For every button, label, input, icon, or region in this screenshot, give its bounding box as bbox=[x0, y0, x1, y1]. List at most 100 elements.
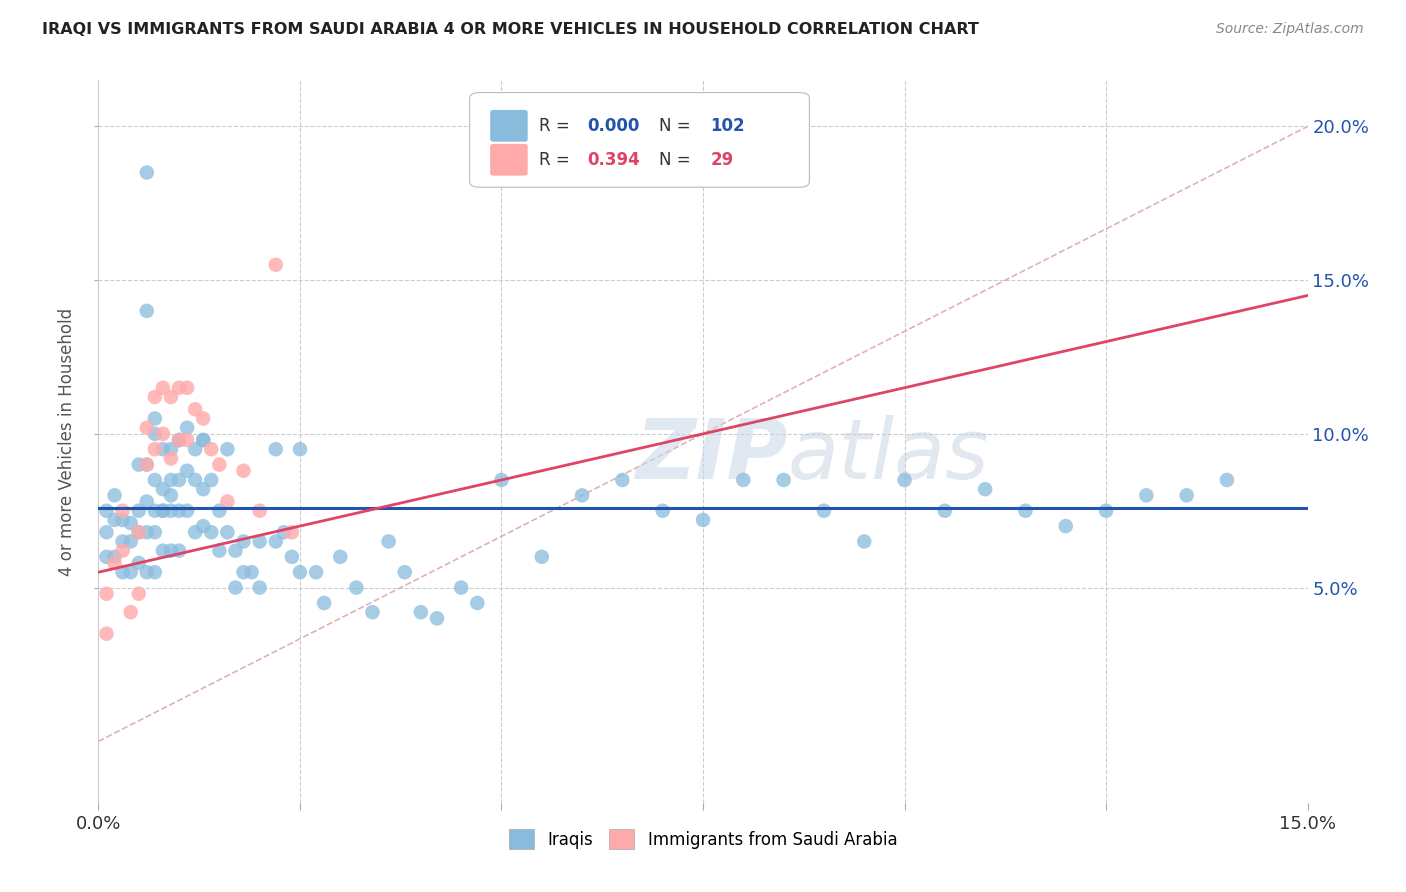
Point bbox=[530, 549, 553, 564]
Point bbox=[103, 513, 125, 527]
Point bbox=[167, 433, 190, 447]
Point bbox=[143, 442, 166, 457]
Point bbox=[264, 258, 287, 272]
Point bbox=[184, 473, 207, 487]
Point bbox=[167, 473, 190, 487]
Point bbox=[167, 504, 190, 518]
Point bbox=[193, 433, 215, 447]
Point bbox=[96, 587, 118, 601]
Point bbox=[224, 543, 246, 558]
Point bbox=[176, 504, 198, 518]
Point bbox=[135, 165, 157, 179]
Point bbox=[651, 504, 673, 518]
Point bbox=[160, 451, 183, 466]
Point bbox=[934, 504, 956, 518]
Point bbox=[135, 494, 157, 508]
Point bbox=[128, 525, 150, 540]
Point bbox=[120, 565, 142, 579]
Point bbox=[249, 581, 271, 595]
Point bbox=[111, 504, 134, 518]
Point bbox=[377, 534, 399, 549]
Point bbox=[111, 534, 134, 549]
Text: 0.000: 0.000 bbox=[586, 117, 640, 135]
Point bbox=[103, 549, 125, 564]
Point bbox=[96, 626, 118, 640]
Point bbox=[152, 543, 174, 558]
Point bbox=[288, 442, 311, 457]
Point bbox=[176, 381, 198, 395]
Point bbox=[974, 482, 997, 496]
Text: Source: ZipAtlas.com: Source: ZipAtlas.com bbox=[1216, 22, 1364, 37]
Point bbox=[232, 534, 254, 549]
Point bbox=[167, 543, 190, 558]
Point bbox=[288, 565, 311, 579]
Point bbox=[426, 611, 449, 625]
Text: 102: 102 bbox=[710, 117, 745, 135]
Legend: Iraqis, Immigrants from Saudi Arabia: Iraqis, Immigrants from Saudi Arabia bbox=[502, 822, 904, 856]
Point bbox=[167, 433, 190, 447]
Text: 29: 29 bbox=[710, 151, 734, 169]
Point bbox=[193, 482, 215, 496]
Point bbox=[152, 482, 174, 496]
Point bbox=[249, 504, 271, 518]
Point bbox=[893, 473, 915, 487]
Point bbox=[184, 442, 207, 457]
Point bbox=[143, 504, 166, 518]
Point bbox=[329, 549, 352, 564]
Point bbox=[344, 581, 367, 595]
Point bbox=[135, 525, 157, 540]
Point bbox=[1095, 504, 1118, 518]
Point bbox=[135, 565, 157, 579]
Point bbox=[217, 442, 239, 457]
Point bbox=[176, 420, 198, 434]
Point bbox=[120, 605, 142, 619]
Point bbox=[249, 534, 271, 549]
Point bbox=[128, 504, 150, 518]
Point bbox=[1054, 519, 1077, 533]
Point bbox=[128, 556, 150, 570]
Point bbox=[152, 504, 174, 518]
Point bbox=[772, 473, 794, 487]
Point bbox=[184, 402, 207, 417]
Text: R =: R = bbox=[538, 151, 575, 169]
Point bbox=[232, 565, 254, 579]
Point bbox=[200, 525, 222, 540]
Point bbox=[1175, 488, 1198, 502]
Point bbox=[208, 504, 231, 518]
Point bbox=[143, 565, 166, 579]
Y-axis label: 4 or more Vehicles in Household: 4 or more Vehicles in Household bbox=[58, 308, 76, 575]
Point bbox=[111, 513, 134, 527]
Point bbox=[167, 381, 190, 395]
Point bbox=[208, 458, 231, 472]
Point bbox=[160, 543, 183, 558]
Point bbox=[96, 549, 118, 564]
Point bbox=[152, 504, 174, 518]
Point bbox=[281, 549, 304, 564]
Point bbox=[273, 525, 295, 540]
Text: N =: N = bbox=[659, 151, 696, 169]
Point bbox=[1014, 504, 1036, 518]
FancyBboxPatch shape bbox=[491, 110, 527, 142]
Text: atlas: atlas bbox=[787, 416, 990, 497]
Point bbox=[264, 442, 287, 457]
FancyBboxPatch shape bbox=[491, 144, 527, 176]
Point bbox=[143, 525, 166, 540]
Point bbox=[240, 565, 263, 579]
Text: IRAQI VS IMMIGRANTS FROM SAUDI ARABIA 4 OR MORE VEHICLES IN HOUSEHOLD CORRELATIO: IRAQI VS IMMIGRANTS FROM SAUDI ARABIA 4 … bbox=[42, 22, 979, 37]
Point bbox=[152, 381, 174, 395]
Point bbox=[281, 525, 304, 540]
Point bbox=[692, 513, 714, 527]
Point bbox=[450, 581, 472, 595]
Point bbox=[143, 390, 166, 404]
Point bbox=[232, 464, 254, 478]
Point bbox=[96, 525, 118, 540]
Point bbox=[135, 458, 157, 472]
Point bbox=[193, 433, 215, 447]
Text: ZIP: ZIP bbox=[636, 416, 787, 497]
Point bbox=[103, 556, 125, 570]
Point bbox=[160, 473, 183, 487]
Point bbox=[111, 543, 134, 558]
Point bbox=[160, 442, 183, 457]
Point bbox=[208, 543, 231, 558]
Point bbox=[160, 504, 183, 518]
